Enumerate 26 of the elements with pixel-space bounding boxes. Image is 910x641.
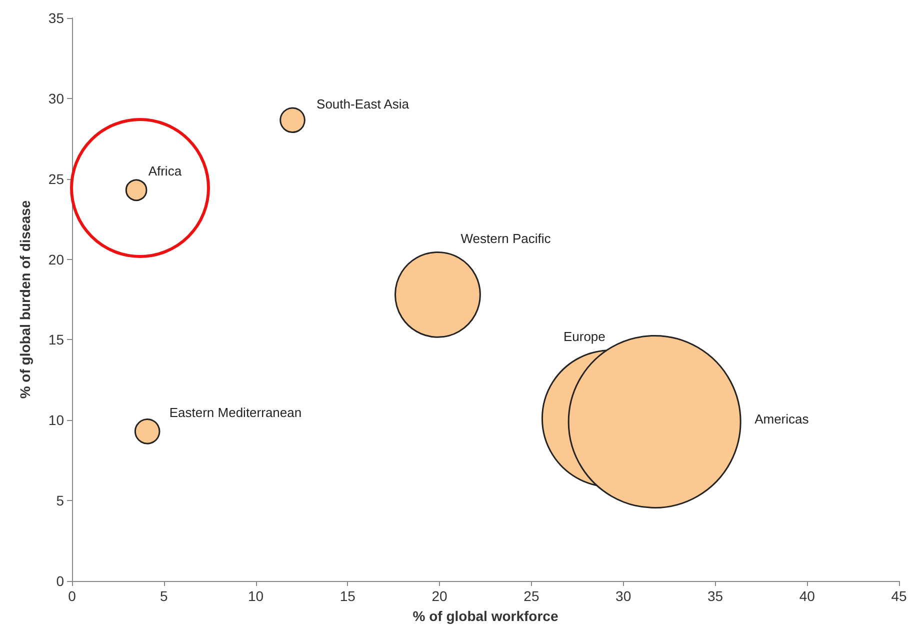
annotation: Western Pacific: [460, 231, 552, 246]
annotation: Africa: [148, 164, 182, 179]
y-tick-label: 10: [48, 412, 64, 428]
annotation: Americas: [754, 411, 810, 426]
x-tick-label: 15: [340, 588, 356, 604]
y-tick-label: 5: [56, 492, 64, 509]
x-axis-title: % of global workforce: [412, 608, 558, 624]
x-tick-label: 45: [891, 588, 907, 604]
annotation: Europe: [563, 329, 606, 344]
x-tick-label: 35: [707, 588, 724, 604]
x-tick-label: 20: [432, 588, 448, 604]
y-tick-label: 15: [48, 332, 64, 348]
x-tick-label: 30: [616, 588, 632, 604]
x-tick-label: 5: [160, 588, 168, 604]
x-tick-label: 10: [248, 588, 264, 604]
y-tick-label: 30: [48, 90, 64, 106]
x-tick-label: 0: [68, 588, 76, 604]
annotation: South-East Asia: [316, 96, 410, 112]
y-tick-label: 35: [48, 10, 64, 26]
y-tick-label: 20: [48, 251, 64, 268]
x-tick-label: 25: [524, 588, 540, 604]
y-tick-label: 25: [48, 170, 64, 187]
y-axis-title: % of global burden of disease: [17, 200, 33, 399]
x-tick-label: 40: [799, 588, 816, 604]
annotation: Eastern Mediterranean: [169, 404, 302, 420]
y-tick-label: 0: [56, 573, 64, 589]
